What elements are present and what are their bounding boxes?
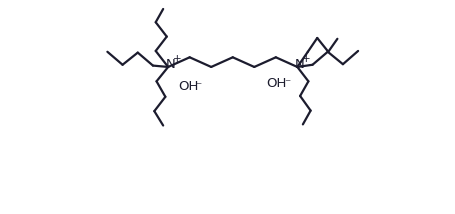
Text: +: + bbox=[172, 54, 181, 64]
Text: N: N bbox=[166, 58, 176, 71]
Text: OH: OH bbox=[178, 80, 198, 93]
Text: OH: OH bbox=[267, 77, 287, 90]
Text: N: N bbox=[295, 58, 305, 71]
Text: ⁻: ⁻ bbox=[284, 77, 291, 90]
Text: ⁻: ⁻ bbox=[195, 80, 202, 93]
Text: +: + bbox=[302, 54, 310, 64]
